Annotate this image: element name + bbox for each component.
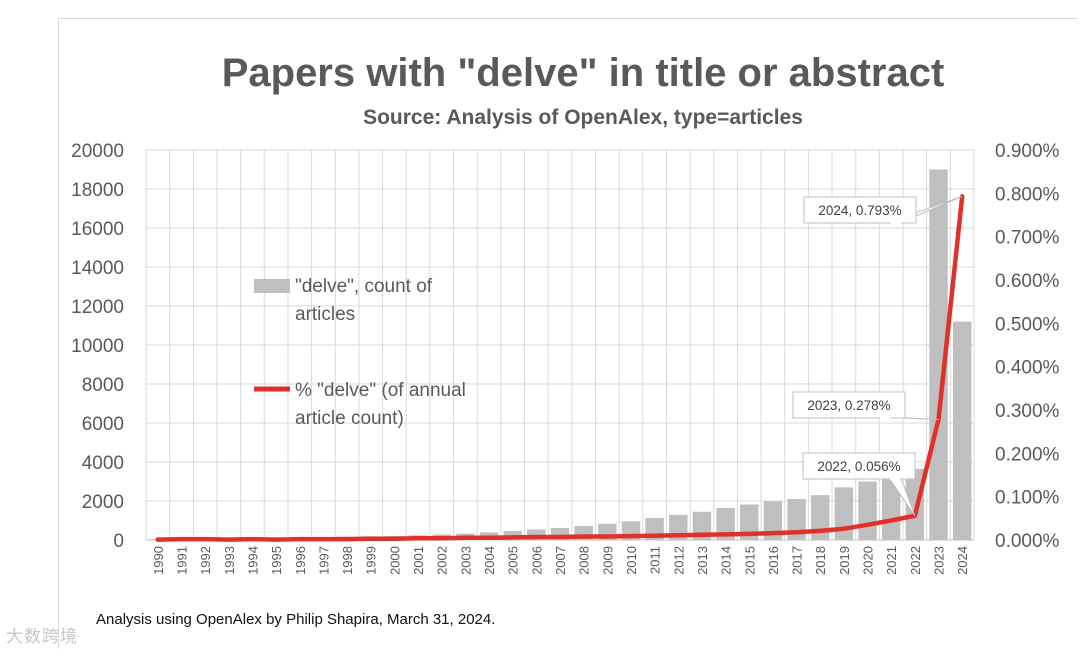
bar-2019 [834, 487, 854, 540]
x-tick-label: 2015 [742, 546, 757, 575]
callout-box [803, 196, 917, 224]
x-tick-label: 2018 [813, 546, 828, 575]
y-left-tick-label: 20000 [71, 141, 124, 162]
x-tick-label: 2003 [458, 546, 473, 575]
plot-area: 0 2000 4000 6000 8000 10000 12000 14000 16000 180… [71, 141, 1059, 575]
x-tick-label: 2005 [506, 546, 521, 575]
x-tick-label: 1994 [245, 546, 260, 575]
x-tick-label: 1993 [222, 546, 237, 575]
x-tick-label: 2012 [671, 546, 686, 575]
x-tick-label: 1999 [364, 546, 379, 575]
chart-frame [58, 18, 1077, 649]
x-tick-label: 1990 [151, 546, 166, 575]
legend: "delve", count of articles % "delve" (of… [254, 276, 466, 429]
y-right-tick-label: 0.300% [995, 401, 1060, 422]
x-tick-label: 2009 [600, 546, 615, 575]
y-left-tick-label: 18000 [71, 180, 124, 201]
y-left-tick-label: 0 [113, 531, 124, 552]
callout-label-2022: 2022, 0.056% [817, 459, 900, 474]
bar-2006 [527, 529, 546, 540]
x-tick-label: 1998 [340, 546, 355, 575]
x-tick-label: 2022 [908, 546, 923, 575]
y-right-tick-label: 0.900% [995, 141, 1060, 162]
y-left-tick-label: 4000 [82, 453, 124, 474]
bar-2015 [740, 504, 759, 540]
legend-line-label-1: % "delve" (of annual [295, 380, 466, 401]
x-tick-label: 2023 [932, 546, 947, 575]
legend-bar-swatch [254, 279, 290, 293]
bar-2022 [905, 468, 925, 540]
y-left-tick-label: 12000 [71, 297, 124, 318]
x-tick-label: 2006 [529, 546, 544, 575]
callout-label-2023: 2023, 0.278% [807, 398, 890, 413]
x-tick-label: 1991 [174, 546, 189, 575]
y-right-tick-label: 0.500% [995, 314, 1060, 335]
x-tick-label: 2014 [719, 546, 734, 575]
y-right-tick-label: 0.100% [995, 488, 1060, 509]
y-left-tick-label: 6000 [82, 414, 124, 435]
x-tick-label: 2021 [884, 546, 899, 575]
chart-title: Papers with "delve" in title or abstract [222, 51, 945, 95]
bar-2024 [952, 321, 972, 540]
y-right-tick-label: 0.600% [995, 271, 1060, 292]
x-tick-label: 2013 [695, 546, 710, 575]
bar-2014 [716, 508, 735, 540]
y-left-tick-label: 14000 [71, 258, 124, 279]
x-tick-label: 2007 [553, 546, 568, 575]
y-left-tick-label: 2000 [82, 492, 124, 513]
y-right-tick-label: 0.400% [995, 358, 1060, 379]
y-right-tick-label: 0.000% [995, 531, 1060, 552]
x-tick-label: 2016 [766, 546, 781, 575]
callout-box [802, 452, 916, 480]
legend-bar-label-2: articles [295, 304, 355, 325]
bar-2021 [881, 475, 901, 540]
x-tick-label: 2024 [955, 546, 970, 575]
y-right-tick-label: 0.200% [995, 444, 1060, 465]
x-tick-label: 2008 [577, 546, 592, 575]
y-left-tick-label: 16000 [71, 219, 124, 240]
x-tick-label: 2004 [482, 546, 497, 575]
x-tick-label: 2019 [837, 546, 852, 575]
legend-line-label-2: article count) [295, 408, 404, 429]
callout-box [792, 391, 906, 419]
chart-subtitle: Source: Analysis of OpenAlex, type=artic… [363, 106, 803, 129]
x-tick-label: 2011 [648, 546, 663, 574]
y-left-tick-label: 8000 [82, 375, 124, 396]
x-tick-label: 1995 [269, 546, 284, 575]
legend-bar-label-1: "delve", count of [295, 276, 433, 297]
x-tick-label: 1997 [316, 546, 331, 575]
x-tick-label: 1992 [198, 546, 213, 575]
bar-2020 [858, 481, 877, 540]
x-tick-label: 2010 [624, 546, 639, 575]
x-tick-label: 2017 [790, 546, 805, 575]
x-tick-label: 1996 [293, 546, 308, 575]
bar-2016 [763, 501, 783, 540]
watermark: 大数跨境 [6, 627, 78, 647]
x-tick-label: 2020 [861, 546, 876, 575]
line-series-percent [155, 194, 965, 542]
y-left-tick-label: 10000 [71, 336, 124, 357]
x-tick-label: 2000 [387, 546, 402, 575]
callout-label-2024: 2024, 0.793% [818, 203, 901, 218]
x-tick-label: 2002 [435, 546, 450, 575]
y-right-tick-label: 0.700% [995, 228, 1060, 249]
x-tick-label: 2001 [411, 546, 426, 575]
y-right-tick-label: 0.800% [995, 184, 1060, 205]
footer-credit: Analysis using OpenAlex by Philip Shapir… [96, 611, 496, 628]
